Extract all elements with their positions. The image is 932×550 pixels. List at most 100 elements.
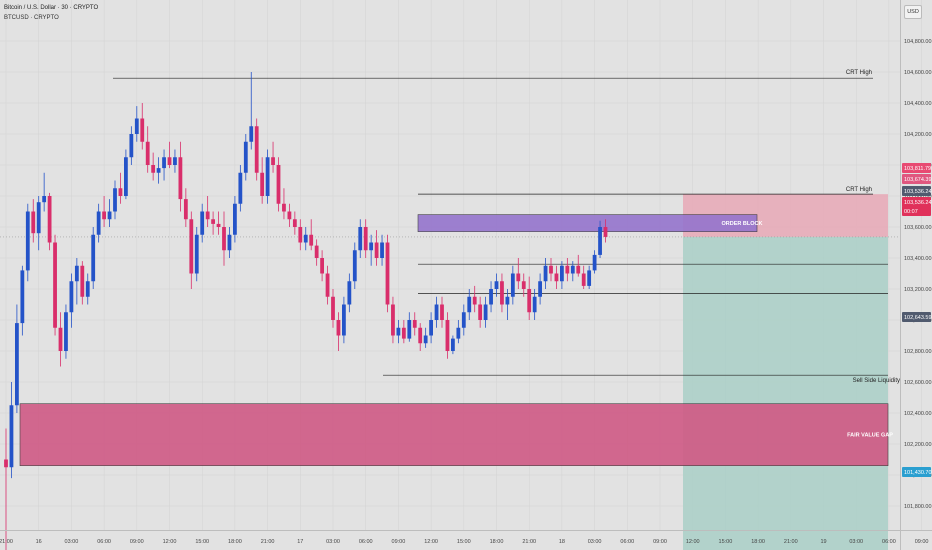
y-tick-label: 103,200.00 xyxy=(904,287,932,293)
candle-body xyxy=(429,320,433,336)
candle-body xyxy=(478,304,483,320)
candle-body xyxy=(145,141,150,165)
x-tick-label: 21:00 xyxy=(522,539,536,545)
x-tick-label: 15:00 xyxy=(457,539,471,545)
y-tick-label: 102,800.00 xyxy=(904,349,932,355)
x-tick-label: 17 xyxy=(297,539,303,545)
candle-body xyxy=(510,273,515,297)
price-tag xyxy=(902,163,931,173)
y-tick-label: 104,800.00 xyxy=(904,39,932,45)
x-tick-label: 06:00 xyxy=(882,539,896,545)
candle-body xyxy=(342,304,346,336)
x-tick-label: 15:00 xyxy=(719,539,733,545)
x-tick-label: 03:00 xyxy=(326,539,340,545)
x-tick-label: 06:00 xyxy=(97,539,111,545)
candle-body xyxy=(570,265,575,274)
candle-body xyxy=(194,234,199,274)
price-tag-text: 00:07 xyxy=(904,209,918,215)
candle-body xyxy=(85,281,90,297)
candle-body xyxy=(254,126,259,173)
candle-body xyxy=(140,118,145,142)
candle-body xyxy=(483,304,488,320)
candle-series xyxy=(4,72,608,550)
y-tick-label: 102,400.00 xyxy=(904,411,932,417)
candle-body xyxy=(423,335,428,344)
candle-body xyxy=(260,172,265,196)
candle-body xyxy=(113,188,117,212)
candle-body xyxy=(80,265,85,297)
candle-body xyxy=(200,211,205,235)
candle-body xyxy=(292,219,297,227)
x-axis: 21:00 16 03:00 06:00 09:00 12:00 15:00 18:00 21:… xyxy=(0,530,932,545)
candle-body xyxy=(549,265,553,274)
candle-body xyxy=(543,265,548,282)
x-tick-label: 09:00 xyxy=(653,539,667,545)
candle-body xyxy=(238,172,243,204)
x-tick-label: 09:00 xyxy=(130,539,144,545)
chart-annotations: ORDER BLOCK FAIR VALUE GAP CRT High CRT Hig… xyxy=(722,70,900,439)
candle-body xyxy=(576,265,581,274)
candle-body xyxy=(314,245,319,258)
candle-body xyxy=(456,327,461,339)
candle-body xyxy=(603,227,608,237)
candle-body xyxy=(565,265,570,274)
chart-zones xyxy=(19,214,889,467)
candle-body xyxy=(358,227,363,251)
candle-body xyxy=(134,118,139,134)
candle-body xyxy=(412,320,417,328)
candle-body xyxy=(249,126,254,142)
candle-body xyxy=(107,211,112,220)
candle-body xyxy=(500,281,504,305)
candle-body xyxy=(129,134,134,158)
candle-body xyxy=(20,270,25,324)
position-target-zone[interactable] xyxy=(683,236,888,550)
price-tag-text: 101,430.70 xyxy=(904,470,932,476)
x-tick-label: 03:00 xyxy=(849,539,863,545)
zone-order-block[interactable] xyxy=(417,214,758,232)
candle-body xyxy=(243,141,248,173)
y-tick-label: 101,800.00 xyxy=(904,504,932,510)
candle-body xyxy=(336,320,341,336)
candle-body xyxy=(53,242,57,328)
candle-body xyxy=(15,323,19,406)
candle-body xyxy=(9,405,14,468)
candle-body xyxy=(276,165,281,204)
candle-body xyxy=(331,296,335,320)
candle-body xyxy=(505,296,510,305)
candle-body xyxy=(494,281,499,289)
price-tag-text: 103,811.79 xyxy=(904,166,931,172)
chart-subtitle: BTCUSD · CRYPTO xyxy=(4,15,59,21)
candle-body xyxy=(167,157,172,165)
level-label: CRT High xyxy=(846,187,872,193)
candle-body xyxy=(162,157,166,169)
candle-body xyxy=(36,202,41,234)
y-tick-label: 104,400.00 xyxy=(904,101,932,107)
candle-body xyxy=(222,227,226,251)
candle-body xyxy=(31,211,36,234)
candle-body xyxy=(47,196,52,243)
level-label: CRT High xyxy=(846,70,872,76)
x-tick-label: 12:00 xyxy=(163,539,177,545)
x-tick-label: 15:00 xyxy=(195,539,209,545)
candle-body xyxy=(178,157,183,200)
candle-body xyxy=(91,234,96,282)
candle-body xyxy=(96,211,101,235)
price-tag xyxy=(902,206,931,216)
candle-body xyxy=(69,281,74,313)
candle-body xyxy=(183,199,188,220)
x-tick-label: 16 xyxy=(36,539,42,545)
candle-body xyxy=(369,242,374,251)
candle-body xyxy=(309,234,314,246)
y-tick-label: 104,200.00 xyxy=(904,132,932,138)
candle-body xyxy=(445,320,450,351)
x-tick-label: 09:00 xyxy=(392,539,406,545)
candle-body xyxy=(287,211,292,220)
zone-fair-value-gap[interactable] xyxy=(19,403,889,467)
x-tick-label: 09:00 xyxy=(915,539,929,545)
currency-button[interactable]: USD xyxy=(904,5,922,19)
candle-body xyxy=(211,219,215,224)
candle-body xyxy=(434,304,439,320)
candle-body xyxy=(102,211,106,220)
candle-body xyxy=(303,234,308,243)
